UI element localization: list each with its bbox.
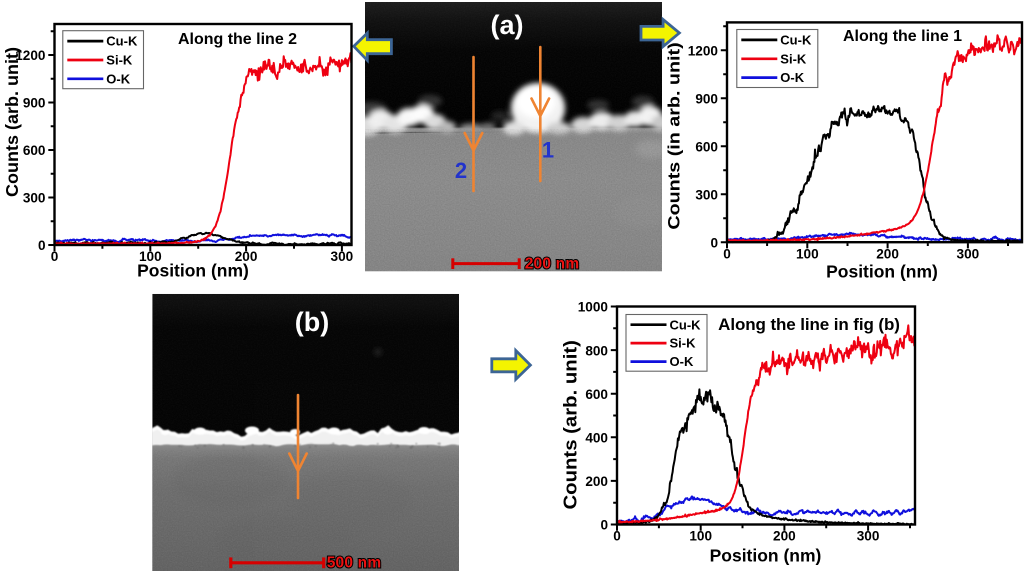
svg-text:Cu-K: Cu-K bbox=[106, 34, 138, 49]
svg-text:500 nm: 500 nm bbox=[327, 554, 382, 571]
svg-text:Along the line 1: Along the line 1 bbox=[843, 28, 962, 45]
svg-text:100: 100 bbox=[139, 249, 162, 264]
svg-text:O-K: O-K bbox=[670, 354, 694, 369]
svg-text:(a): (a) bbox=[491, 10, 524, 40]
svg-text:100: 100 bbox=[689, 529, 712, 544]
svg-text:300: 300 bbox=[957, 246, 980, 261]
svg-text:0: 0 bbox=[723, 246, 731, 261]
svg-text:200: 200 bbox=[876, 246, 899, 261]
svg-text:0: 0 bbox=[38, 238, 46, 253]
svg-text:1000: 1000 bbox=[578, 300, 608, 315]
svg-text:Along the line in fig (b): Along the line in fig (b) bbox=[718, 315, 900, 334]
svg-text:300: 300 bbox=[331, 249, 354, 264]
svg-text:Position (nm): Position (nm) bbox=[710, 546, 822, 566]
svg-text:Cu-K: Cu-K bbox=[670, 317, 702, 332]
svg-text:0: 0 bbox=[613, 529, 621, 544]
svg-text:300: 300 bbox=[857, 529, 880, 544]
svg-text:400: 400 bbox=[585, 431, 608, 446]
svg-text:0: 0 bbox=[600, 518, 608, 533]
svg-text:200: 200 bbox=[773, 529, 796, 544]
svg-text:O-K: O-K bbox=[780, 70, 804, 85]
svg-text:900: 900 bbox=[23, 96, 46, 111]
svg-text:(b): (b) bbox=[295, 307, 329, 337]
svg-text:200: 200 bbox=[235, 249, 258, 264]
svg-text:900: 900 bbox=[695, 91, 718, 106]
svg-text:0: 0 bbox=[710, 235, 718, 250]
svg-text:Si-K: Si-K bbox=[106, 53, 133, 68]
svg-text:0: 0 bbox=[51, 249, 59, 264]
svg-text:Cu-K: Cu-K bbox=[780, 33, 812, 48]
svg-text:Si-K: Si-K bbox=[780, 51, 807, 66]
svg-text:Counts (arb. unit): Counts (arb. unit) bbox=[2, 47, 22, 197]
svg-text:O-K: O-K bbox=[106, 71, 130, 86]
svg-text:600: 600 bbox=[585, 387, 608, 402]
svg-text:300: 300 bbox=[695, 187, 718, 202]
svg-text:800: 800 bbox=[585, 343, 608, 358]
svg-text:2: 2 bbox=[455, 158, 467, 183]
svg-text:600: 600 bbox=[695, 139, 718, 154]
svg-text:Si-K: Si-K bbox=[670, 336, 697, 351]
svg-text:200 nm: 200 nm bbox=[525, 256, 580, 273]
svg-text:600: 600 bbox=[23, 143, 46, 158]
svg-text:200: 200 bbox=[585, 474, 608, 489]
svg-text:Along the line 2: Along the line 2 bbox=[178, 31, 297, 48]
svg-text:Position (nm): Position (nm) bbox=[137, 261, 249, 281]
svg-text:300: 300 bbox=[23, 191, 46, 206]
svg-text:1: 1 bbox=[542, 138, 554, 163]
svg-text:Counts (in arb. unit): Counts (in arb. unit) bbox=[664, 42, 683, 229]
svg-text:Position (nm): Position (nm) bbox=[826, 261, 938, 281]
svg-text:1200: 1200 bbox=[15, 48, 45, 63]
svg-text:100: 100 bbox=[796, 246, 819, 261]
svg-text:1200: 1200 bbox=[688, 43, 718, 58]
svg-text:Counts (arb. unit): Counts (arb. unit) bbox=[560, 340, 581, 509]
